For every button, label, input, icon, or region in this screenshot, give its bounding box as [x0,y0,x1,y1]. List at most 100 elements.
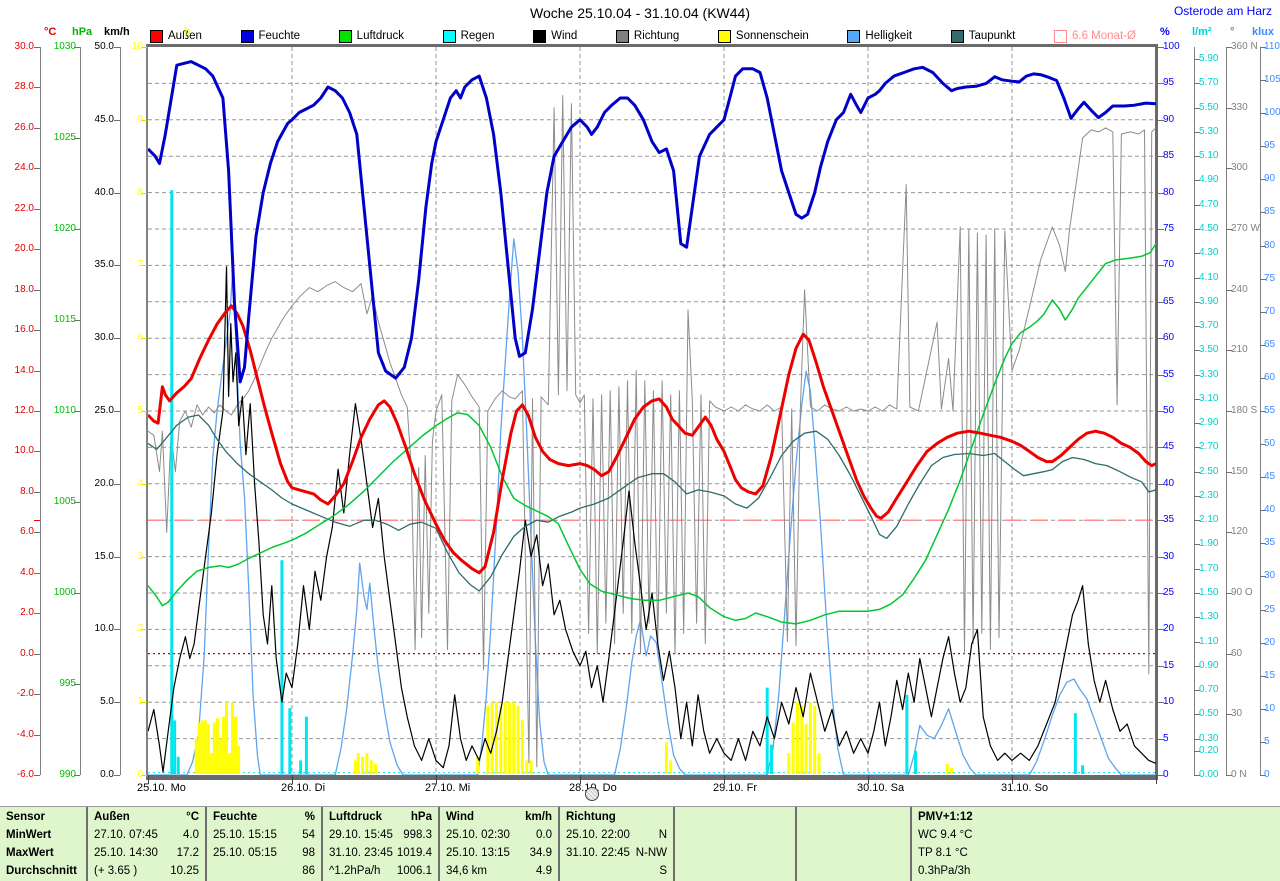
table-cell-row [681,844,789,862]
table-cell-value: 10.25 [170,865,199,877]
table-cell-row: TP 8.1 °C [918,844,1274,862]
series-line-Taupunkt [148,414,1156,592]
legend-item-feuchte[interactable]: Feuchte [240,29,301,43]
legend-swatch-wind [533,29,547,43]
x-axis-label: 29.10. Fr [713,782,758,794]
table-col-title: PMV+1:12 [918,811,973,823]
legend-swatch-sonnenschein [717,29,731,43]
table-cell-date: 31.10. 23:45 [329,847,393,859]
table-cell-row [681,826,789,844]
x-axis-tick [292,775,293,784]
legend-item-luftdruck[interactable]: Luftdruck [338,29,404,43]
full-moon-icon [585,787,599,801]
table-cell-row: 31.10. 22:45 N-NW [566,844,667,862]
legend-label: Feuchte [258,30,301,42]
table-cell-value: 86 [302,865,315,877]
legend-swatch-luftdruck [338,29,352,43]
table-col-header: PMV+1:12 [918,808,1274,826]
legend-label: Richtung [633,30,680,42]
x-axis-label: 30.10. Sa [857,782,905,794]
x-axis-label: 26.10. Di [281,782,326,794]
table-cell-row: S [566,862,667,880]
table-cell-row: 34,6 km 4.9 [446,862,552,880]
chart-plot-frame [146,44,1158,780]
table-cell-date: 25.10. 02:30 [446,829,510,841]
table-col-title: Richtung [566,811,616,823]
table-col-aussen: Außen °C 27.10. 07:45 4.0 25.10. 14:30 17.2 (+… [88,807,207,881]
series-line-Luftdruck [148,243,1156,625]
table-cell-row [803,826,904,844]
table-col-title: Wind [446,811,474,823]
legend-item-helligkeit[interactable]: Helligkeit [847,29,913,43]
legend-item-regen[interactable]: Regen [442,29,494,43]
table-cell-value: 1006.1 [396,865,432,877]
table-col-header [681,808,789,826]
table-cell-row: ^1.2hPa/h 1006.1 [329,862,432,880]
table-cell-date: 31.10. 22:45 [566,847,630,859]
legend-item-richtung[interactable]: Richtung [615,29,680,43]
table-row-label: Sensor [6,811,45,823]
table-cell-row: 25.10. 02:30 0.0 [446,826,552,844]
table-cell-row: 29.10. 15:45 998.3 [329,826,432,844]
table-cell-row [803,844,904,862]
x-axis-tick [436,775,437,784]
x-axis-tick [580,775,581,784]
legend-label: Taupunkt [968,30,1016,42]
legend-label: Sonnenschein [735,30,809,42]
table-cell-row [803,862,904,880]
table-cell-value: 34.9 [529,847,552,859]
table-cell-value: 17.2 [176,847,199,859]
legend-label: Helligkeit [865,30,913,42]
legend-item-taupunkt[interactable]: Taupunkt [950,29,1016,43]
table-cell-value: 54 [302,829,315,841]
table-cell-value: N [658,829,667,841]
table-cell-row: 25.10. 13:15 34.9 [446,844,552,862]
table-col-unit: % [304,811,315,823]
series-line-Richtung [148,95,1156,768]
table-col-empty-1 [675,807,797,881]
table-col-unit: °C [186,811,199,823]
table-cell-value: S [659,865,667,877]
legend-item-wind[interactable]: Wind [533,29,578,43]
x-axis-label: 31.10. So [1001,782,1049,794]
table-col-header: Richtung [566,808,667,826]
table-col-header: Außen °C [94,808,199,826]
table-cell-text: TP 8.1 °C [918,847,968,859]
x-axis-label: 25.10. Mo [137,782,186,794]
table-row-label: MaxWert [6,847,54,859]
table-cell-row: 25.10. 14:30 17.2 [94,844,199,862]
table-col-header [803,808,904,826]
legend-swatch-aussen [150,29,163,43]
legend-label: Außen [168,30,202,42]
legend-swatch-monat [1054,29,1067,43]
legend-item-sonnenschein[interactable]: Sonnenschein [717,29,809,43]
table-cell-date: ^1.2hPa/h [329,865,381,877]
table-cell-value: 98 [302,847,315,859]
table-cell-date: 25.10. 14:30 [94,847,158,859]
legend-label: Wind [551,30,578,42]
table-cell-value: 0.0 [536,829,552,841]
table-col-wind: Wind km/h 25.10. 02:30 0.0 25.10. 13:15 34.9 3… [440,807,560,881]
legend-swatch-richtung [615,29,629,43]
legend-swatch-regen [442,29,456,43]
table-cell-date: 25.10. 13:15 [446,847,510,859]
table-cell-row: 27.10. 07:45 4.0 [94,826,199,844]
series-line-Helligkeit [148,238,1156,775]
table-cell-text: WC 9.4 °C [918,829,973,841]
table-row-label: MinWert [6,829,52,841]
table-cell-row: 25.10. 22:00 N [566,826,667,844]
table-col-header: Feuchte% [213,808,315,826]
table-col-richtung: Richtung 25.10. 22:00 N 31.10. 22:45 N-NW S [560,807,675,881]
table-col-empty-2 [797,807,912,881]
table-cell-value: 4.9 [536,865,552,877]
table-cell-row: 31.10. 23:45 1019.4 [329,844,432,862]
legend-item-monat[interactable]: 6.6 Monat-Ø [1054,29,1136,43]
legend-item-aussen[interactable]: Außen [150,29,202,43]
legend-label: 6.6 Monat-Ø [1072,30,1136,42]
table-row-label: Durchschnitt [6,865,77,877]
page-title: Woche 25.10.04 - 31.10.04 (KW44) [530,5,750,21]
table-col-sensor: Sensor MinWert MaxWert Durchschnitt [0,807,88,881]
x-axis-tick [1012,775,1013,784]
table-col-unit: km/h [525,811,552,823]
